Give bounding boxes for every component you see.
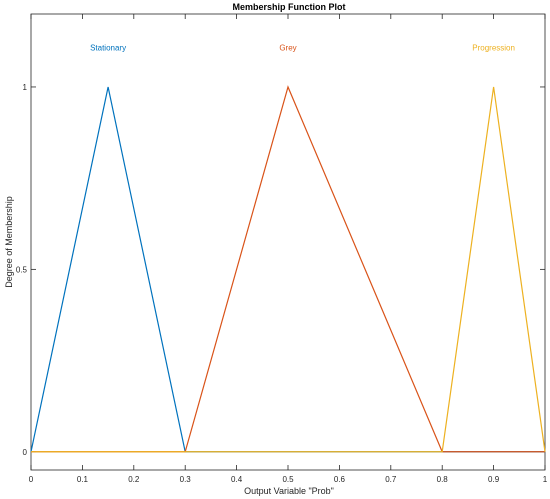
series-line-progression [31, 86, 546, 453]
plot-area [30, 13, 546, 471]
x-tick-label: 0.9 [488, 475, 500, 484]
mf-label-stationary: Stationary [90, 43, 126, 52]
y-tick-label: 0 [23, 448, 28, 457]
x-tick-label: 0 [29, 475, 34, 484]
mf-label-progression: Progression [472, 43, 515, 52]
y-axis-label: Degree of Membership [4, 196, 14, 288]
x-tick-label: 0.4 [231, 475, 243, 484]
x-tick-label: 0.8 [437, 475, 449, 484]
x-tick-label: 0.1 [77, 475, 89, 484]
x-tick-label: 0.2 [128, 475, 140, 484]
chart-title: Membership Function Plot [232, 2, 345, 12]
x-tick-label: 0.3 [180, 475, 192, 484]
series-lines [30, 85, 546, 453]
x-tick-label: 1 [543, 475, 548, 484]
x-tick-label: 0.5 [282, 475, 294, 484]
mf-annotations: Stationary Grey Progression [90, 43, 515, 52]
x-tick-label: 0.7 [385, 475, 397, 484]
x-axis-label: Output Variable "Prob" [244, 486, 334, 496]
axis-tick-labels: 0 0.1 0.2 0.3 0.4 0.5 0.6 0.7 0.8 0.9 1 0 0.5 1 [16, 83, 548, 484]
y-tick-label: 1 [23, 83, 28, 92]
x-tick-label: 0.6 [334, 475, 346, 484]
mf-label-grey: Grey [279, 43, 296, 52]
y-tick-label: 0.5 [16, 265, 28, 274]
